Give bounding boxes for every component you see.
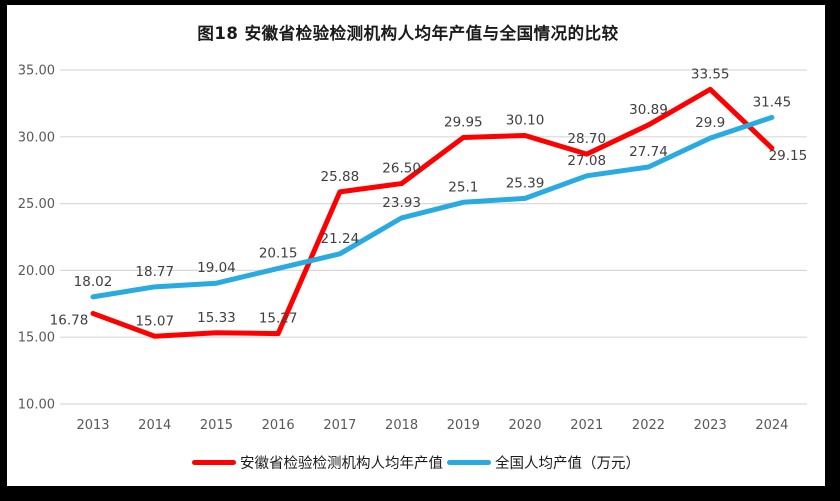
svg-text:2016: 2016 bbox=[262, 418, 295, 433]
svg-text:2017: 2017 bbox=[323, 418, 356, 433]
legend-item-anhui: 安徽省检验检测机构人均年产值 bbox=[192, 452, 443, 473]
svg-text:2023: 2023 bbox=[694, 418, 727, 433]
svg-text:19.04: 19.04 bbox=[197, 260, 236, 276]
svg-text:18.77: 18.77 bbox=[135, 264, 174, 280]
svg-text:20.00: 20.00 bbox=[18, 264, 55, 279]
svg-text:29.15: 29.15 bbox=[769, 148, 808, 164]
chart-legend: 安徽省检验检测机构人均年产值 全国人均产值（万元） bbox=[7, 452, 825, 473]
svg-text:16.78: 16.78 bbox=[50, 312, 89, 328]
svg-text:2022: 2022 bbox=[632, 418, 665, 433]
svg-text:33.55: 33.55 bbox=[691, 66, 730, 82]
svg-text:21.24: 21.24 bbox=[321, 231, 360, 247]
svg-text:15.07: 15.07 bbox=[135, 313, 174, 329]
svg-text:28.70: 28.70 bbox=[567, 131, 606, 147]
svg-text:15.27: 15.27 bbox=[259, 311, 298, 327]
svg-text:23.93: 23.93 bbox=[382, 195, 421, 211]
legend-swatch-red bbox=[192, 460, 236, 465]
svg-text:2021: 2021 bbox=[570, 418, 603, 433]
svg-text:25.39: 25.39 bbox=[506, 175, 545, 191]
svg-text:2020: 2020 bbox=[508, 418, 541, 433]
svg-text:2019: 2019 bbox=[447, 418, 480, 433]
svg-text:25.00: 25.00 bbox=[18, 197, 55, 212]
svg-text:26.50: 26.50 bbox=[382, 161, 421, 177]
svg-text:2024: 2024 bbox=[755, 418, 788, 433]
svg-text:15.33: 15.33 bbox=[197, 310, 236, 326]
chart-title: 图18 安徽省检验检测机构人均年产值与全国情况的比较 bbox=[197, 24, 619, 43]
svg-text:2018: 2018 bbox=[385, 418, 418, 433]
svg-text:29.95: 29.95 bbox=[444, 114, 483, 130]
legend-label-national: 全国人均产值（万元） bbox=[495, 456, 640, 472]
svg-text:27.74: 27.74 bbox=[629, 144, 668, 160]
svg-text:2015: 2015 bbox=[200, 418, 233, 433]
svg-text:30.10: 30.10 bbox=[506, 112, 545, 128]
svg-text:10.00: 10.00 bbox=[18, 398, 55, 413]
svg-text:30.00: 30.00 bbox=[18, 130, 55, 145]
svg-text:20.15: 20.15 bbox=[259, 245, 298, 261]
legend-label-anhui: 安徽省检验检测机构人均年产值 bbox=[240, 456, 443, 472]
svg-text:30.89: 30.89 bbox=[629, 102, 668, 118]
svg-text:2013: 2013 bbox=[76, 418, 109, 433]
svg-text:18.02: 18.02 bbox=[74, 274, 113, 290]
svg-text:25.88: 25.88 bbox=[321, 169, 360, 185]
legend-swatch-blue bbox=[447, 460, 491, 465]
svg-text:29.9: 29.9 bbox=[695, 115, 725, 131]
chart-panel: 10.00 15.00 20.00 25.00 30.00 35.00 2013 2014 20… bbox=[7, 5, 825, 486]
svg-text:27.08: 27.08 bbox=[567, 153, 606, 169]
svg-text:15.00: 15.00 bbox=[18, 331, 55, 346]
svg-text:35.00: 35.00 bbox=[18, 64, 55, 79]
svg-text:2014: 2014 bbox=[138, 418, 171, 433]
line-chart: 10.00 15.00 20.00 25.00 30.00 35.00 2013 2014 20… bbox=[18, 64, 808, 434]
legend-item-national: 全国人均产值（万元） bbox=[447, 452, 640, 473]
svg-text:31.45: 31.45 bbox=[753, 94, 792, 110]
svg-text:25.1: 25.1 bbox=[448, 179, 478, 195]
